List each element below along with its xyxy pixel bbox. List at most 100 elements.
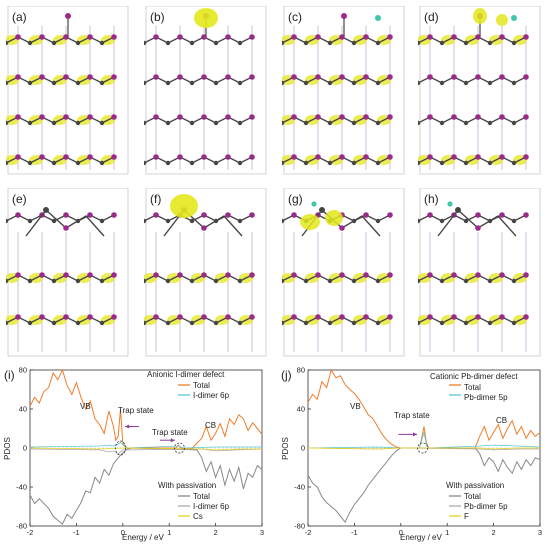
lead-atom — [351, 80, 357, 86]
cell-box — [145, 6, 267, 175]
lead-atom — [351, 40, 357, 46]
x-tick-label: 2 — [492, 528, 496, 537]
iodine-atom — [499, 212, 505, 218]
iodine-atom — [177, 314, 183, 320]
lead-atom — [351, 160, 357, 166]
iodine-atom — [177, 272, 183, 278]
lead-atom — [237, 120, 243, 126]
lead-atom — [487, 160, 493, 166]
iodine-atom — [201, 272, 207, 278]
lead-atom — [303, 320, 309, 326]
panel-label: (e) — [12, 192, 27, 206]
iodine-atom — [363, 314, 369, 320]
iodine-atom — [249, 114, 255, 120]
lead-atom — [487, 320, 493, 326]
iodine-atom — [201, 154, 207, 160]
iodine-atom — [291, 74, 297, 80]
panel-label: (h) — [424, 192, 439, 206]
lead-atom — [99, 80, 105, 86]
vb-annotation: VB — [80, 402, 91, 411]
iodine-atom — [291, 272, 297, 278]
lead-atom — [6, 218, 9, 224]
defect-atom — [319, 207, 325, 213]
lead-atom — [237, 218, 243, 224]
series-line — [29, 441, 262, 449]
lead-atom — [282, 120, 285, 126]
passivant-atom — [447, 201, 453, 207]
lead-atom — [418, 278, 421, 284]
legend-passivated-i-dimer: I-dimer 6p — [193, 502, 230, 511]
iodine-atom — [499, 272, 505, 278]
lead-atom — [6, 160, 9, 166]
pb-i-bond — [6, 156, 115, 164]
legend-pb-dimer-5p: Pb-dimer 5p — [464, 393, 508, 402]
y-axis-label: PDOS — [280, 437, 290, 460]
iodine-atom — [387, 74, 393, 80]
iodine-atom — [523, 34, 529, 40]
iodine-atom — [225, 74, 231, 80]
iodine-atom — [153, 34, 159, 40]
lead-atom — [327, 278, 333, 284]
iodine-atom — [475, 74, 481, 80]
iodine-atom — [39, 34, 45, 40]
iodine-atom — [39, 272, 45, 278]
defect-atom — [455, 207, 461, 213]
lead-atom — [144, 218, 147, 224]
iodine-atom — [315, 34, 321, 40]
lead-atom — [282, 40, 285, 46]
lead-atom — [75, 120, 81, 126]
pb-i-bond — [282, 156, 391, 164]
iodine-atom — [339, 74, 345, 80]
x-tick-label: 0 — [121, 528, 125, 537]
lead-atom — [303, 278, 309, 284]
iodine-atom — [177, 154, 183, 160]
iodine-atom — [427, 154, 433, 160]
lead-atom — [51, 120, 57, 126]
structure-svg — [418, 188, 541, 357]
y-tick-label: 40 — [297, 405, 305, 414]
iodine-atom — [15, 154, 21, 160]
x-tick-label: -1 — [351, 528, 358, 537]
cell-box — [7, 6, 129, 175]
panel-label-j: (j) — [281, 368, 292, 382]
lead-atom — [27, 320, 33, 326]
lead-atom — [6, 320, 9, 326]
lead-atom — [282, 80, 285, 86]
pb-i-bond — [282, 76, 391, 84]
lead-atom — [189, 40, 195, 46]
legend-with-passivation: With passivation — [158, 481, 217, 490]
pb-i-bond — [282, 316, 391, 324]
iodine-atom — [499, 114, 505, 120]
y-tick-label: -40 — [16, 483, 27, 492]
iodine-atom — [363, 272, 369, 278]
iodine-atom — [427, 114, 433, 120]
trap-state-annotation-1: Trap state — [118, 406, 154, 415]
iodine-atom — [475, 34, 481, 40]
y-tick-label: -80 — [16, 522, 27, 531]
lead-atom — [165, 40, 171, 46]
panel-label: (f) — [150, 192, 162, 206]
lead-atom — [511, 120, 517, 126]
defect-charge-density — [496, 14, 508, 26]
lead-atom — [144, 320, 147, 326]
structure-svg — [282, 188, 405, 357]
iodine-atom — [225, 314, 231, 320]
lead-atom — [303, 80, 309, 86]
iodine-atom — [39, 314, 45, 320]
iodine-atom — [315, 314, 321, 320]
iodine-atom — [291, 314, 297, 320]
pb-i-bond — [6, 316, 115, 324]
panel-label-i: (i) — [4, 368, 15, 382]
lead-atom — [51, 218, 57, 224]
lead-atom — [418, 160, 421, 166]
iodine-atom — [153, 154, 159, 160]
iodine-atom — [201, 114, 207, 120]
lead-atom — [463, 80, 469, 86]
iodine-atom — [387, 314, 393, 320]
defect-charge-density — [325, 210, 343, 226]
lead-atom — [375, 218, 381, 224]
lead-atom — [463, 160, 469, 166]
iodine-atom — [39, 74, 45, 80]
passivant-atom — [311, 201, 317, 207]
lead-atom — [213, 320, 219, 326]
